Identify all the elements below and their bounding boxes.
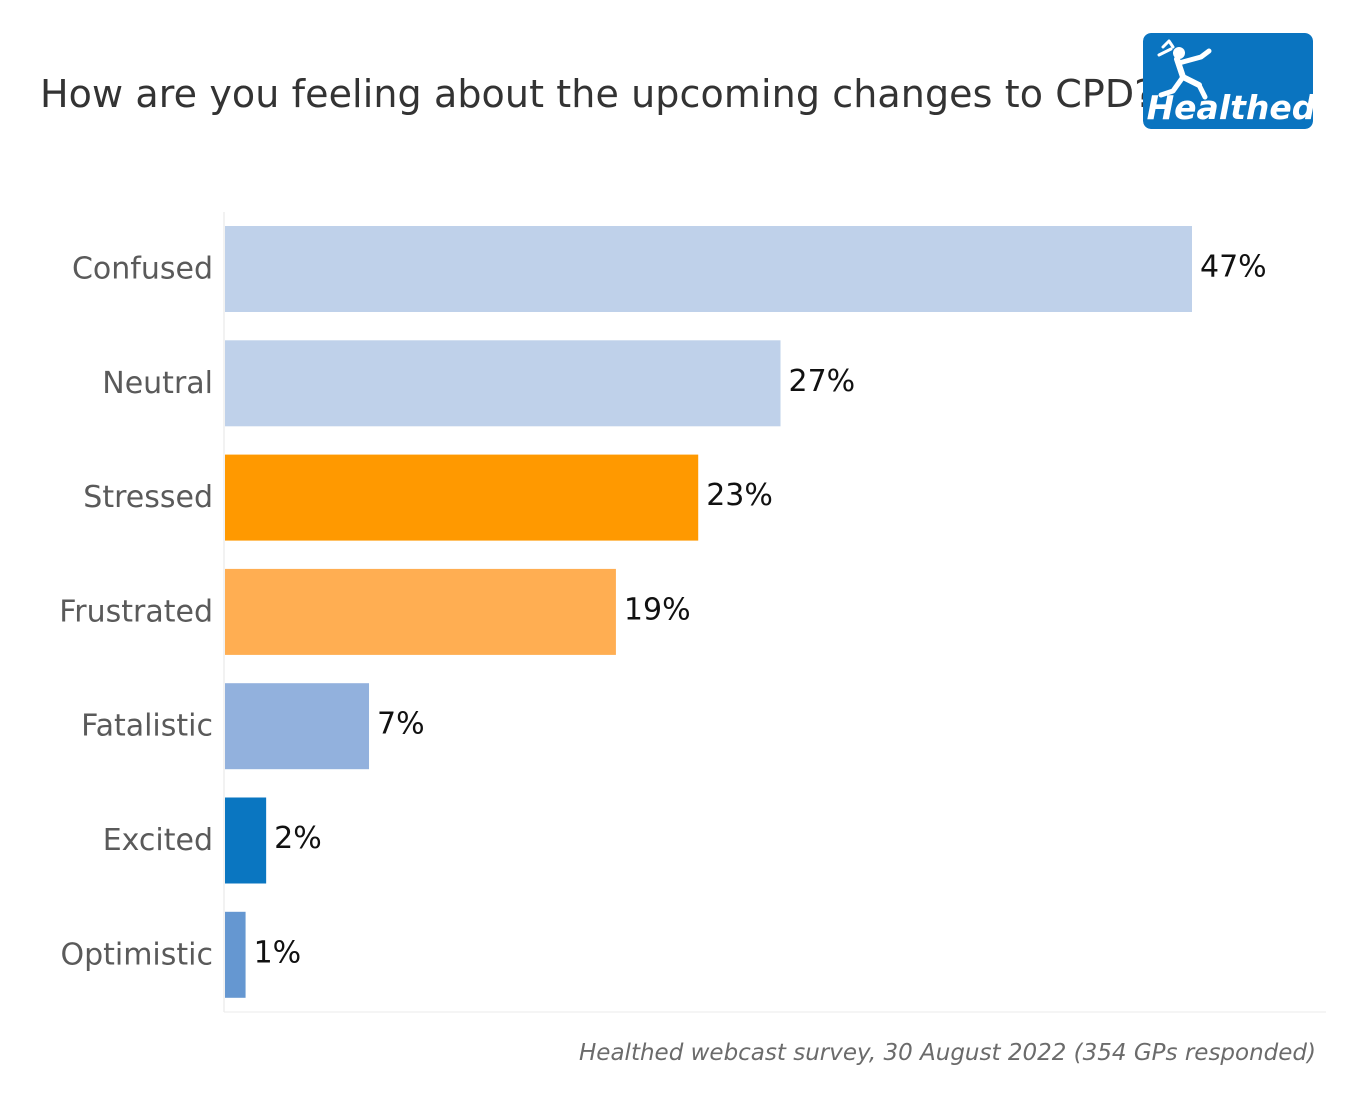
bar-stressed [225, 454, 699, 541]
value-label-confused: 47% [1200, 250, 1267, 285]
healthed-logo-icon: Healthed [1143, 33, 1313, 129]
category-label-optimistic: Optimistic [60, 937, 213, 972]
value-label-frustrated: 19% [624, 592, 691, 627]
bars-group: Confused 47% Neutral 27% Stressed 23% Frustrat… [59, 226, 1267, 998]
chart-title: How are you feeling about the upcoming c… [40, 72, 1155, 116]
bar-confused [225, 226, 1192, 312]
value-label-optimistic: 1% [254, 935, 302, 970]
bar-frustrated [225, 568, 616, 655]
category-label-excited: Excited [103, 823, 213, 858]
value-label-excited: 2% [274, 821, 322, 856]
value-label-fatalistic: 7% [377, 707, 425, 742]
category-label-frustrated: Frustrated [59, 594, 213, 629]
bar-fatalistic [225, 683, 370, 770]
source-note: Healthed webcast survey, 30 August 2022 … [579, 1040, 1316, 1066]
bar-neutral [225, 340, 781, 427]
bar-excited [225, 797, 267, 884]
logo-text: Healthed [1147, 88, 1313, 127]
category-label-fatalistic: Fatalistic [81, 709, 213, 744]
healthed-logo: Healthed [1143, 33, 1313, 129]
category-label-neutral: Neutral [102, 366, 213, 401]
value-label-stressed: 23% [706, 478, 773, 513]
value-label-neutral: 27% [789, 364, 856, 399]
bar-optimistic [225, 911, 246, 998]
category-label-stressed: Stressed [83, 480, 213, 515]
category-label-confused: Confused [72, 252, 213, 287]
